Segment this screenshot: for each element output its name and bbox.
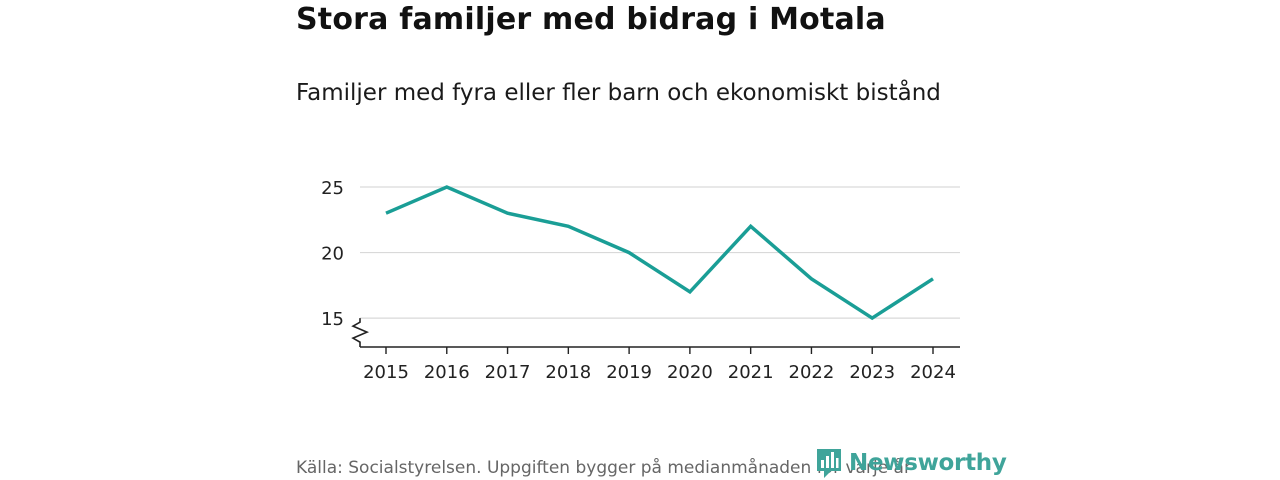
y-tick-label: 25 [321,178,344,199]
source-note: Källa: Socialstyrelsen. Uppgiften bygger… [296,458,911,478]
x-tick-label: 2021 [728,362,774,383]
x-axis-ticks: 2015 2016 2017 2018 2019 2020 2021 2022 2023 2024 [363,347,956,383]
x-tick-label: 2016 [424,362,470,383]
y-tick-label: 20 [321,244,344,265]
series-layer [385,185,934,321]
y-axis-ticks: 15 20 25 [321,178,344,330]
y-tick-label: 15 [321,309,344,330]
x-tick-label: 2017 [485,362,531,383]
x-tick-label: 2018 [545,362,591,383]
x-tick-label: 2024 [910,362,956,383]
x-tick-label: 2023 [849,362,895,383]
brand-name: Newsworthy [849,450,1007,476]
chart-title: Stora familjer med bidrag i Motala [296,2,886,37]
chart-subtitle: Familjer med fyra eller fler barn och ek… [296,80,941,106]
x-tick-label: 2015 [363,362,409,383]
x-tick-label: 2022 [789,362,835,383]
x-axis [351,318,960,348]
series-line [385,185,934,321]
y-axis-break-icon [351,318,370,347]
gridlines [360,186,960,319]
newsworthy-logo: Newsworthy [815,447,1007,479]
x-tick-label: 2020 [667,362,713,383]
x-tick-label: 2019 [606,362,652,383]
bar-chart-speech-bubble-icon [817,449,841,478]
